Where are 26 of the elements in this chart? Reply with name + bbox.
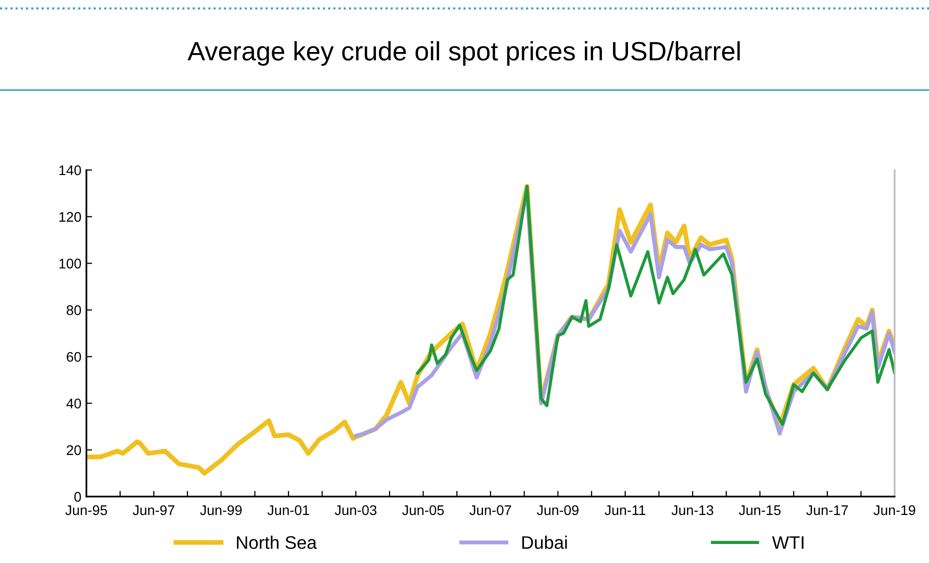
x-tick-label: Jun-11 <box>604 505 646 516</box>
x-tick-label: Jun-19 <box>874 505 916 516</box>
legend-label: WTI <box>772 536 804 549</box>
x-tick-label: Jun-15 <box>738 505 781 516</box>
y-tick-label: 0 <box>74 492 81 502</box>
x-tick-label: Jun-13 <box>672 505 714 516</box>
y-tick-label: 80 <box>66 305 81 316</box>
y-tick-label: 120 <box>59 212 81 222</box>
x-tick-label: Jun-95 <box>65 505 108 516</box>
y-tick-label: 40 <box>66 398 81 408</box>
legend-label: North Sea <box>236 536 317 549</box>
x-tick-label: Jun-09 <box>536 505 578 516</box>
x-tick-label: Jun-07 <box>469 505 512 516</box>
chart-title: Average key crude oil spot prices in USD/barrel <box>188 41 740 66</box>
y-tick-label: 100 <box>59 258 81 268</box>
x-tick-label: Jun-01 <box>267 505 310 516</box>
legend-label: Dubai <box>522 536 567 549</box>
x-tick-label: Jun-97 <box>132 505 174 516</box>
x-tick-label: Jun-99 <box>200 505 242 516</box>
x-tick-label: Jun-03 <box>334 505 376 516</box>
y-tick-label: 60 <box>66 352 81 362</box>
x-tick-label: Jun-17 <box>806 505 848 516</box>
x-tick-label: Jun-05 <box>402 505 444 516</box>
y-tick-label: 20 <box>66 445 81 456</box>
y-tick-label: 140 <box>59 165 81 176</box>
line-series <box>416 184 895 426</box>
